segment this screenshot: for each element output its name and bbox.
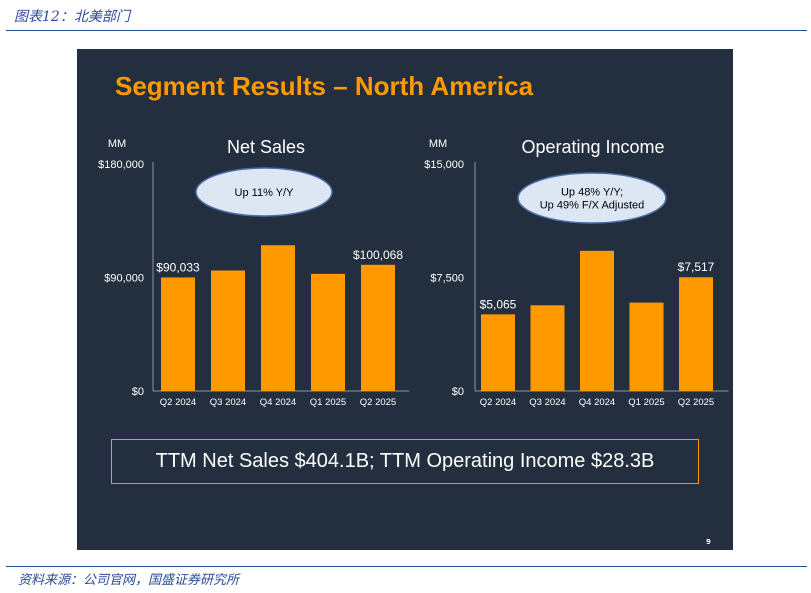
ttm-summary-box: TTM Net Sales $404.1B; TTM Operating Inc… xyxy=(111,439,699,484)
x-tick-label: Q4 2024 xyxy=(579,397,615,408)
x-tick-label: Q2 2025 xyxy=(678,397,714,408)
y-tick-label: $180,000 xyxy=(98,159,144,171)
x-tick-label: Q1 2025 xyxy=(310,397,346,408)
y-axis-unit-label: MM xyxy=(429,138,447,150)
bar xyxy=(361,264,395,391)
bar xyxy=(530,305,565,391)
annotation-bubble xyxy=(517,172,667,224)
bar xyxy=(580,250,614,391)
data-label: $100,068 xyxy=(353,248,403,262)
y-tick-label: $0 xyxy=(132,386,144,398)
y-tick-label: $0 xyxy=(452,386,464,398)
bar xyxy=(211,270,245,391)
chart-title: Net Sales xyxy=(227,137,305,157)
annotation-text: Up 48% Y/Y; xyxy=(561,187,623,199)
bar xyxy=(629,302,664,391)
slide-title: Segment Results – North America xyxy=(115,71,534,101)
header-rule xyxy=(6,30,807,31)
bar xyxy=(481,314,515,391)
chart-title: Operating Income xyxy=(521,137,664,157)
page-number: 9 xyxy=(706,538,711,546)
footer-rule xyxy=(6,566,807,567)
slide: Segment Results – North America Net Sale… xyxy=(77,49,733,550)
figure-title: 图表12：北美部门 xyxy=(14,9,130,25)
data-label: $90,033 xyxy=(156,260,200,274)
annotation-bubble xyxy=(195,167,333,217)
annotation-text: Up 49% F/X Adjusted xyxy=(540,200,645,212)
y-axis-unit-label: MM xyxy=(108,138,126,150)
ttm-summary-text: TTM Net Sales $404.1B; TTM Operating Inc… xyxy=(155,450,655,472)
bar xyxy=(161,277,195,391)
data-label: $5,065 xyxy=(480,297,517,311)
annotation-text: Up 11% Y/Y xyxy=(235,187,295,199)
charts-svg: Net Sales MM $0 $90,000 $180,000 Q2 2024 Q3 20… xyxy=(98,137,729,408)
bar xyxy=(679,277,713,391)
x-tick-label: Q3 2024 xyxy=(529,397,565,408)
x-tick-label: Q2 2024 xyxy=(160,397,196,408)
x-tick-label: Q2 2025 xyxy=(360,397,396,408)
x-tick-label: Q2 2024 xyxy=(480,397,516,408)
y-tick-label: $7,500 xyxy=(430,273,464,285)
x-tick-label: Q4 2024 xyxy=(260,397,296,408)
y-tick-label: $15,000 xyxy=(424,159,464,171)
data-label: $7,517 xyxy=(678,260,715,274)
bar xyxy=(261,245,295,391)
source-note: 资料来源：公司官网，国盛证券研究所 xyxy=(18,573,240,588)
bar xyxy=(311,273,345,391)
y-tick-label: $90,000 xyxy=(104,273,144,285)
x-tick-label: Q3 2024 xyxy=(210,397,246,408)
x-tick-label: Q1 2025 xyxy=(628,397,664,408)
